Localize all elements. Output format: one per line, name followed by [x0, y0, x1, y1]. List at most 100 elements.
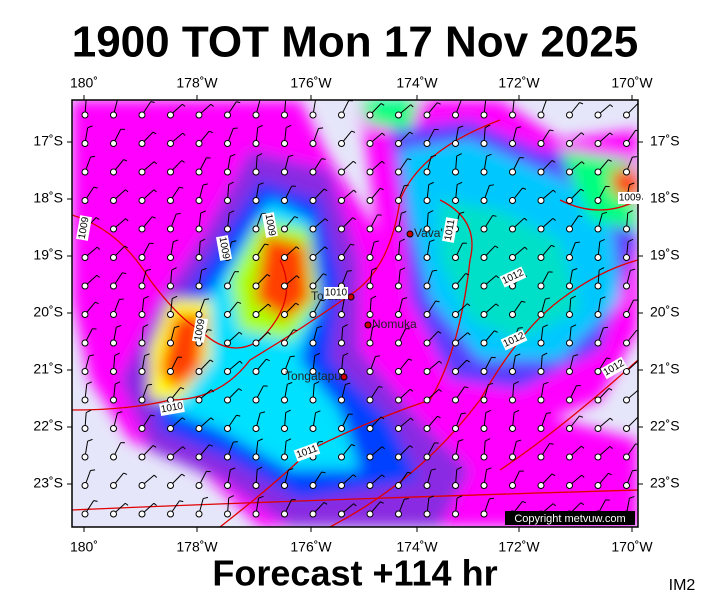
wind-station — [566, 339, 573, 347]
wind-station — [138, 140, 146, 147]
wind-barb-flag — [230, 467, 236, 471]
wind-barb-flag — [233, 127, 238, 130]
wind-station — [110, 482, 117, 489]
wind-station — [338, 482, 345, 489]
wind-station — [623, 425, 630, 432]
wind-station — [395, 197, 402, 204]
wind-station — [252, 396, 260, 404]
wind-station — [309, 311, 317, 318]
wind-barb-flag — [456, 495, 463, 499]
wind-station — [566, 282, 573, 290]
wind-station — [338, 339, 345, 347]
wind-station — [594, 168, 602, 176]
wind-barb-flag — [580, 445, 585, 449]
wind-barb-flag — [402, 297, 408, 300]
wind-station — [252, 111, 260, 119]
wind-station — [623, 368, 630, 375]
wind-barb-flag — [95, 301, 99, 305]
wind-station — [480, 510, 488, 518]
wind-station — [366, 510, 374, 518]
place-marker — [364, 321, 372, 329]
wind-station — [110, 111, 117, 119]
wind-barb-flag — [95, 217, 100, 220]
isobar-label-group: 1009 — [216, 235, 232, 261]
wind-station — [395, 311, 402, 318]
wind-barb-flag — [545, 297, 551, 300]
place-name: Nomuka — [372, 317, 417, 331]
isobar-label-bg — [76, 215, 92, 241]
wind-barb-flag — [410, 417, 414, 421]
wind-station — [423, 425, 431, 432]
precip-field — [72, 100, 638, 527]
wind-station — [195, 254, 203, 261]
wind-station — [537, 425, 545, 432]
wind-barb-flag — [467, 332, 471, 336]
wind-station — [509, 225, 516, 233]
wind-barb-flag — [608, 159, 612, 162]
wind-station — [110, 140, 117, 147]
wind-station — [252, 282, 260, 290]
wind-station — [366, 425, 374, 432]
wind-station — [566, 482, 573, 489]
wind-barb-flag — [609, 104, 614, 108]
lon-label-top: 170˚W — [611, 75, 653, 91]
wind-barb-flag — [267, 331, 271, 335]
wind-station — [81, 453, 89, 461]
wind-station — [338, 396, 345, 404]
lon-label-top: 174˚W — [396, 75, 438, 91]
wind-station — [480, 282, 488, 290]
wind-barb-flag — [431, 154, 437, 158]
wind-station — [594, 197, 602, 204]
wind-station — [195, 111, 203, 119]
wind-station — [224, 339, 231, 347]
wind-barb-flag — [87, 125, 93, 129]
wind-station — [509, 111, 516, 119]
isobar-label: 1010 — [160, 401, 184, 416]
wind-station — [195, 482, 203, 489]
wind-station — [423, 453, 431, 461]
wind-station — [480, 396, 488, 404]
wind-station — [309, 510, 317, 518]
wind-station — [623, 311, 630, 318]
wind-barb-flag — [437, 415, 441, 419]
wind-barb-flag — [374, 240, 380, 243]
wind-barb-flag — [380, 501, 384, 504]
wind-station — [281, 368, 288, 375]
wind-station — [537, 111, 545, 119]
wind-station — [566, 396, 573, 404]
lon-label-bottom: 176˚W — [290, 539, 332, 555]
wind-barb-flag — [380, 416, 385, 420]
wind-station — [452, 368, 459, 375]
wind-station — [594, 396, 602, 404]
wind-station — [480, 453, 488, 461]
wind-station — [110, 425, 117, 432]
wind-station — [366, 140, 374, 147]
wind-barb-flag — [523, 217, 528, 221]
isobar-label-group: 1010 — [159, 400, 185, 416]
isobar-label-group: 1009 — [192, 317, 208, 343]
wind-station — [423, 510, 431, 518]
wind-barb-flag — [437, 102, 441, 105]
wind-station — [138, 254, 146, 261]
isobar-label: 1010 — [325, 288, 348, 299]
wind-station — [566, 168, 573, 176]
lat-label-right: 19˚S — [650, 247, 680, 263]
wind-station — [138, 453, 146, 461]
wind-station — [366, 197, 374, 204]
wind-barb-flag — [171, 267, 177, 271]
wind-station — [452, 197, 459, 204]
wind-barb-flag — [608, 472, 612, 476]
wind-barb-flag — [456, 153, 462, 157]
wind-barb-flag — [489, 497, 495, 500]
wind-station — [110, 339, 117, 347]
wind-barb-flag — [119, 298, 124, 301]
wind-barb-flag — [153, 502, 157, 506]
wind-station — [281, 254, 288, 261]
wind-barb-flag — [209, 359, 214, 363]
title: 1900 TOT Mon 17 Nov 2025 — [72, 18, 639, 67]
wind-station — [252, 311, 260, 318]
wind-station — [594, 425, 602, 432]
wind-station — [537, 197, 545, 204]
wind-station — [452, 425, 459, 432]
wind-station — [167, 368, 174, 375]
